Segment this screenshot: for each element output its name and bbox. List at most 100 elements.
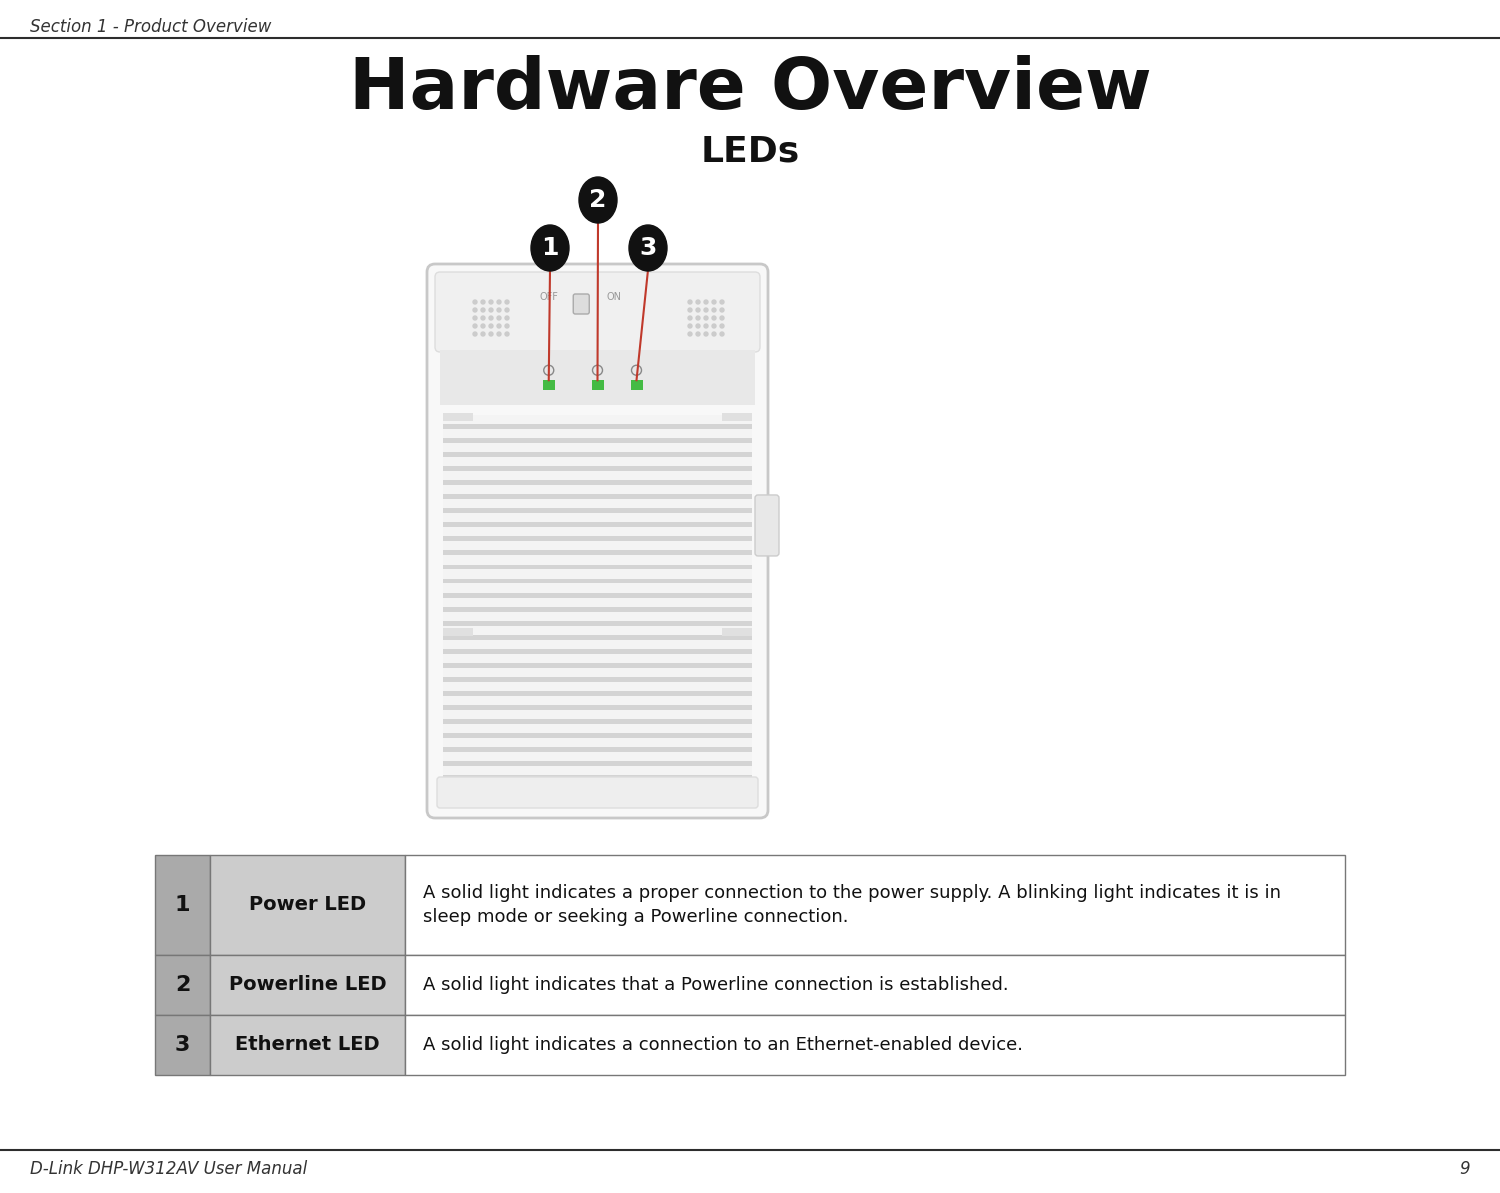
Text: Section 1 - Product Overview: Section 1 - Product Overview <box>30 18 272 36</box>
Bar <box>442 523 752 527</box>
Bar <box>591 381 603 390</box>
Circle shape <box>472 316 477 320</box>
Bar <box>405 855 1346 956</box>
Ellipse shape <box>531 225 568 271</box>
Bar <box>405 956 1346 1015</box>
Bar <box>442 486 752 494</box>
Circle shape <box>482 316 484 320</box>
Bar <box>442 691 752 696</box>
Bar <box>210 855 405 956</box>
Bar <box>442 719 752 724</box>
Bar <box>442 481 752 486</box>
Circle shape <box>696 299 700 304</box>
Circle shape <box>712 324 716 328</box>
Circle shape <box>506 299 509 304</box>
Circle shape <box>688 332 692 336</box>
Circle shape <box>496 332 501 336</box>
Bar <box>442 663 752 668</box>
Circle shape <box>506 332 509 336</box>
Bar <box>442 499 752 508</box>
Bar <box>442 612 752 620</box>
Text: Ethernet LED: Ethernet LED <box>236 1036 380 1055</box>
Circle shape <box>696 316 700 320</box>
Bar <box>442 564 752 569</box>
FancyBboxPatch shape <box>435 272 760 352</box>
Bar <box>442 606 752 612</box>
Bar <box>210 956 405 1015</box>
Circle shape <box>696 324 700 328</box>
Bar <box>442 542 752 550</box>
Circle shape <box>472 299 477 304</box>
Circle shape <box>506 316 509 320</box>
Circle shape <box>704 332 708 336</box>
Bar <box>405 1015 1346 1075</box>
Bar <box>442 443 752 452</box>
Circle shape <box>496 324 501 328</box>
Text: 2: 2 <box>590 188 606 212</box>
Bar <box>440 350 754 404</box>
Bar <box>442 625 752 635</box>
Bar <box>442 593 752 598</box>
Bar <box>722 628 752 636</box>
Circle shape <box>506 308 509 313</box>
Bar <box>442 766 752 775</box>
Text: A solid light indicates that a Powerline connection is established.: A solid light indicates that a Powerline… <box>423 976 1008 994</box>
Bar <box>442 738 752 747</box>
Circle shape <box>489 316 494 320</box>
Bar <box>442 681 752 691</box>
Circle shape <box>688 316 692 320</box>
Circle shape <box>482 299 484 304</box>
Circle shape <box>472 324 477 328</box>
Circle shape <box>688 299 692 304</box>
Bar <box>442 527 752 537</box>
Circle shape <box>489 299 494 304</box>
Circle shape <box>496 299 501 304</box>
Bar <box>442 639 752 649</box>
Bar <box>442 438 752 443</box>
Text: 1: 1 <box>542 236 558 260</box>
Bar <box>442 676 752 681</box>
Bar <box>442 620 752 625</box>
Text: A solid light indicates a connection to an Ethernet-enabled device.: A solid light indicates a connection to … <box>423 1036 1023 1053</box>
Circle shape <box>704 316 708 320</box>
Circle shape <box>696 332 700 336</box>
Text: ON: ON <box>606 292 621 302</box>
Text: LEDs: LEDs <box>700 135 800 169</box>
Circle shape <box>472 308 477 313</box>
Circle shape <box>712 299 716 304</box>
Circle shape <box>496 316 501 320</box>
Bar <box>442 579 752 583</box>
Bar <box>442 494 752 499</box>
Circle shape <box>720 299 724 304</box>
Bar <box>442 457 752 466</box>
Circle shape <box>482 324 484 328</box>
Circle shape <box>482 308 484 313</box>
Bar <box>442 429 752 438</box>
Text: 3: 3 <box>639 236 657 260</box>
Text: OFF: OFF <box>540 292 558 302</box>
Text: A solid light indicates a proper connection to the power supply. A blinking ligh: A solid light indicates a proper connect… <box>423 884 1281 926</box>
Bar <box>442 761 752 766</box>
Bar <box>442 628 472 636</box>
Text: 9: 9 <box>1460 1160 1470 1177</box>
Circle shape <box>720 308 724 313</box>
Bar <box>154 855 210 956</box>
Text: 3: 3 <box>176 1036 190 1055</box>
Bar <box>442 696 752 705</box>
Circle shape <box>688 308 692 313</box>
Bar <box>442 733 752 738</box>
Bar <box>442 508 752 513</box>
Bar <box>442 705 752 710</box>
Bar <box>722 413 752 421</box>
Bar <box>442 471 752 481</box>
Bar <box>442 413 472 421</box>
Bar <box>154 1015 210 1075</box>
FancyBboxPatch shape <box>427 264 768 818</box>
Bar <box>442 747 752 752</box>
Circle shape <box>712 316 716 320</box>
Text: Powerline LED: Powerline LED <box>228 976 387 995</box>
Bar <box>442 710 752 719</box>
Bar <box>442 415 752 425</box>
Bar <box>543 381 555 390</box>
Bar <box>442 775 752 780</box>
